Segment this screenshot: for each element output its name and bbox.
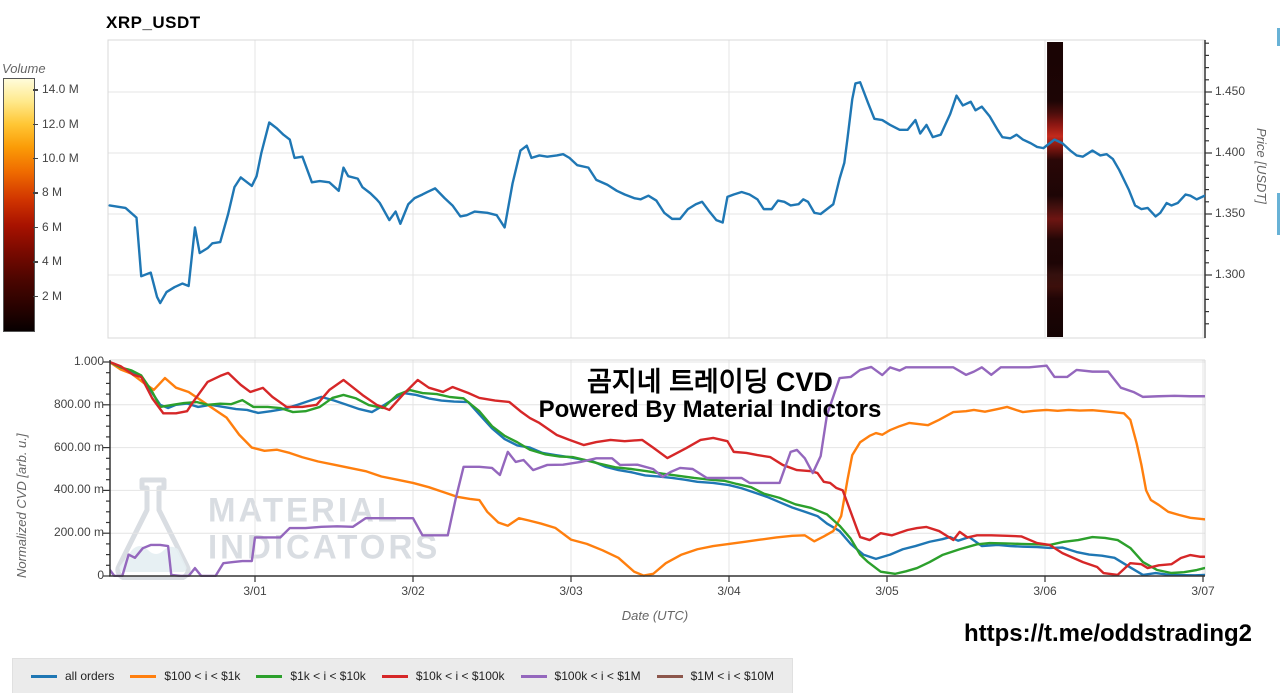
volume-tick-label: 14.0 M bbox=[42, 82, 79, 97]
legend-label: all orders bbox=[65, 669, 115, 683]
material-indicators-watermark: MATERIAL INDICATORS bbox=[112, 476, 440, 580]
date-tick-label: 3/05 bbox=[875, 584, 899, 598]
legend-swatch-i-10k-100k bbox=[381, 674, 408, 678]
legend-swatch-all-orders bbox=[31, 674, 57, 678]
cvd-tick-label: 0 bbox=[97, 568, 104, 582]
price-tick-label: 1.450 bbox=[1215, 84, 1246, 98]
volume-tick-label: 4 M bbox=[42, 254, 63, 269]
cvd-tick-label: 800.00 m bbox=[53, 396, 104, 411]
legend-label: $100 < i < $1k bbox=[164, 669, 241, 683]
edge-artifact-middle bbox=[1277, 193, 1280, 235]
cvd-line-i-100k-1m bbox=[110, 364, 1205, 577]
volume-colorbar-tick bbox=[33, 123, 38, 126]
volume-colorbar-tick bbox=[33, 89, 38, 91]
volume-colorbar bbox=[3, 78, 35, 332]
cvd-tick-label: 200.00 m bbox=[53, 525, 104, 540]
volume-colorbar-tick bbox=[33, 192, 38, 194]
volume-colorbar-tick bbox=[33, 261, 38, 263]
price-tick-label: 1.350 bbox=[1215, 206, 1246, 220]
cvd-line-all-orders bbox=[110, 360, 1205, 577]
watermark-line1: MATERIAL bbox=[208, 490, 401, 529]
legend-item-i-100-1k: $100 < i < $1k bbox=[130, 669, 240, 683]
legend-label: $100k < i < $1M bbox=[554, 669, 641, 683]
cvd-tick-label: 600.00 m bbox=[53, 439, 104, 454]
cvd-line-i-10k-100k bbox=[110, 360, 1205, 577]
price-line bbox=[108, 81, 1205, 305]
legend-label: $1k < i < $10k bbox=[290, 669, 366, 683]
legend-swatch-i-100-1k bbox=[130, 674, 157, 678]
edge-artifact-top bbox=[1277, 28, 1280, 46]
price-panel bbox=[107, 39, 1212, 339]
cvd-line-i-100-1k bbox=[110, 360, 1205, 577]
date-tick-label: 3/07 bbox=[1191, 584, 1215, 598]
volume-colorbar-tick bbox=[33, 295, 38, 298]
legend-item-i-10k-100k: $10k < i < $100k bbox=[381, 669, 505, 683]
legend-swatch-i-1m-10m bbox=[656, 674, 683, 678]
volume-heat-column bbox=[1047, 42, 1064, 337]
price-tick-label: 1.400 bbox=[1215, 145, 1246, 159]
date-tick-label: 3/02 bbox=[401, 584, 425, 598]
volume-tick-label: 10.0 M bbox=[42, 150, 79, 165]
legend-item-i-1k-10k: $1k < i < $10k bbox=[256, 669, 366, 683]
volume-colorbar-tick bbox=[33, 226, 38, 229]
date-tick-label: 3/01 bbox=[243, 584, 267, 598]
cvd-tick-label: 1.000 bbox=[73, 354, 104, 368]
cvd-tick-label: 400.00 m bbox=[53, 482, 104, 497]
date-tick-label: 3/04 bbox=[717, 584, 741, 598]
legend-swatch-i-1k-10k bbox=[256, 674, 283, 678]
legend-label: $10k < i < $100k bbox=[415, 669, 505, 683]
volume-colorbar-tick bbox=[33, 157, 38, 160]
volume-tick-label: 2 M bbox=[42, 288, 63, 303]
date-tick-label: 3/03 bbox=[559, 584, 583, 598]
legend-item-i-1m-10m: $1M < i < $10M bbox=[656, 669, 774, 683]
volume-tick-label: 12.0 M bbox=[42, 116, 79, 131]
legend-swatch-i-100k-1m bbox=[520, 674, 547, 678]
chart-legend: all orders $100 < i < $1k $1k < i < $10k $1… bbox=[12, 658, 793, 693]
cvd-line-i-1k-10k bbox=[110, 360, 1205, 576]
volume-tick-label: 8 M bbox=[42, 185, 63, 200]
cvd-panel bbox=[103, 359, 1206, 582]
date-tick-label: 3/06 bbox=[1033, 584, 1057, 598]
legend-label: $1M < i < $10M bbox=[690, 669, 774, 683]
price-tick-label: 1.300 bbox=[1215, 267, 1246, 281]
legend-item-all-orders: all orders bbox=[31, 669, 114, 683]
legend-item-i-100k-1m: $100k < i < $1M bbox=[520, 669, 641, 683]
volume-tick-label: 6 M bbox=[42, 219, 63, 234]
